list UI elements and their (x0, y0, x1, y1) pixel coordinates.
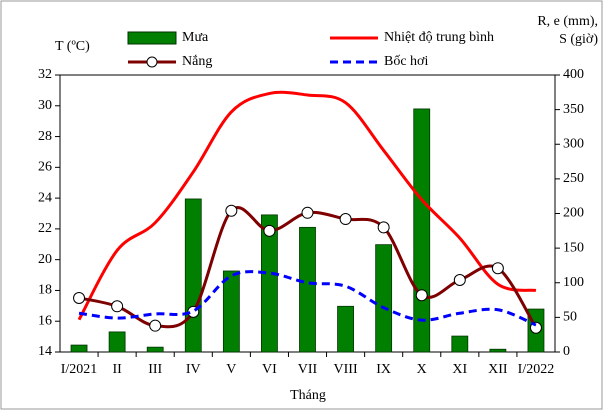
marker (301, 206, 314, 219)
y-tick-label: 26 (38, 160, 52, 175)
y2-axis-title: S (giờ) (559, 32, 598, 47)
legend-swatch (127, 31, 177, 45)
legend-marker (146, 56, 158, 68)
bar (375, 244, 393, 353)
bar (413, 108, 431, 353)
bar (489, 348, 507, 353)
bar (337, 305, 354, 353)
y-tick-label: 18 (38, 283, 52, 298)
legend-label: Mưa (182, 30, 209, 45)
marker (73, 291, 86, 304)
marker (225, 204, 238, 217)
x-tick-label: IV (186, 362, 201, 377)
x-tick-label: XI (452, 362, 467, 377)
bar (299, 226, 316, 353)
y2-tick-label: 50 (563, 310, 577, 325)
y-tick-label: 14 (38, 344, 52, 359)
x-tick-label: I/2021 (61, 362, 98, 377)
legend-label: Nắng (182, 54, 212, 69)
y-tick-label: 30 (38, 98, 52, 113)
marker (149, 319, 162, 332)
marker (415, 289, 428, 302)
marker (377, 221, 390, 234)
x-axis-title: Tháng (290, 388, 326, 403)
marker (339, 213, 352, 226)
y2-tick-label: 150 (563, 240, 584, 255)
marker (453, 273, 466, 286)
marker (111, 300, 124, 313)
bar (70, 344, 88, 353)
y2-axis-title: R, e (mm), (537, 14, 598, 29)
y2-tick-label: 200 (563, 206, 584, 221)
y-tick-label: 20 (38, 252, 52, 267)
marker (491, 262, 504, 275)
line (77, 90, 537, 321)
x-tick-label: I/2022 (518, 362, 555, 377)
x-tick-label: VI (262, 362, 277, 377)
y-tick-label: 24 (38, 190, 52, 205)
y2-tick-label: 350 (563, 102, 584, 117)
y2-tick-label: 100 (563, 275, 584, 290)
y-tick-label: 22 (38, 221, 52, 236)
legend-label: Bốc hơi (384, 54, 428, 69)
x-tick-label: III (148, 362, 162, 377)
x-tick-label: V (226, 362, 236, 377)
y2-tick-label: 250 (563, 171, 584, 186)
y2-tick-label: 400 (563, 67, 584, 82)
bar (146, 346, 164, 353)
x-tick-label: VIII (334, 362, 358, 377)
bar (222, 270, 240, 353)
y-axis-title: T (ºC) (55, 39, 90, 54)
y2-tick-label: 0 (563, 344, 570, 359)
bar (261, 214, 278, 353)
x-tick-label: IX (376, 362, 391, 377)
bar (451, 335, 469, 353)
bar (184, 198, 202, 353)
marker (263, 224, 276, 237)
x-tick-label: VII (298, 362, 318, 377)
y-tick-label: 16 (38, 313, 52, 328)
x-tick-label: X (417, 362, 427, 377)
line (78, 270, 537, 327)
x-tick-label: XII (488, 362, 508, 377)
bar (108, 331, 126, 353)
y2-tick-label: 300 (563, 136, 584, 151)
legend-label: Nhiệt độ trung bình (384, 30, 494, 45)
y-tick-label: 28 (38, 129, 52, 144)
y-tick-label: 32 (38, 67, 52, 82)
x-tick-label: II (112, 362, 122, 377)
